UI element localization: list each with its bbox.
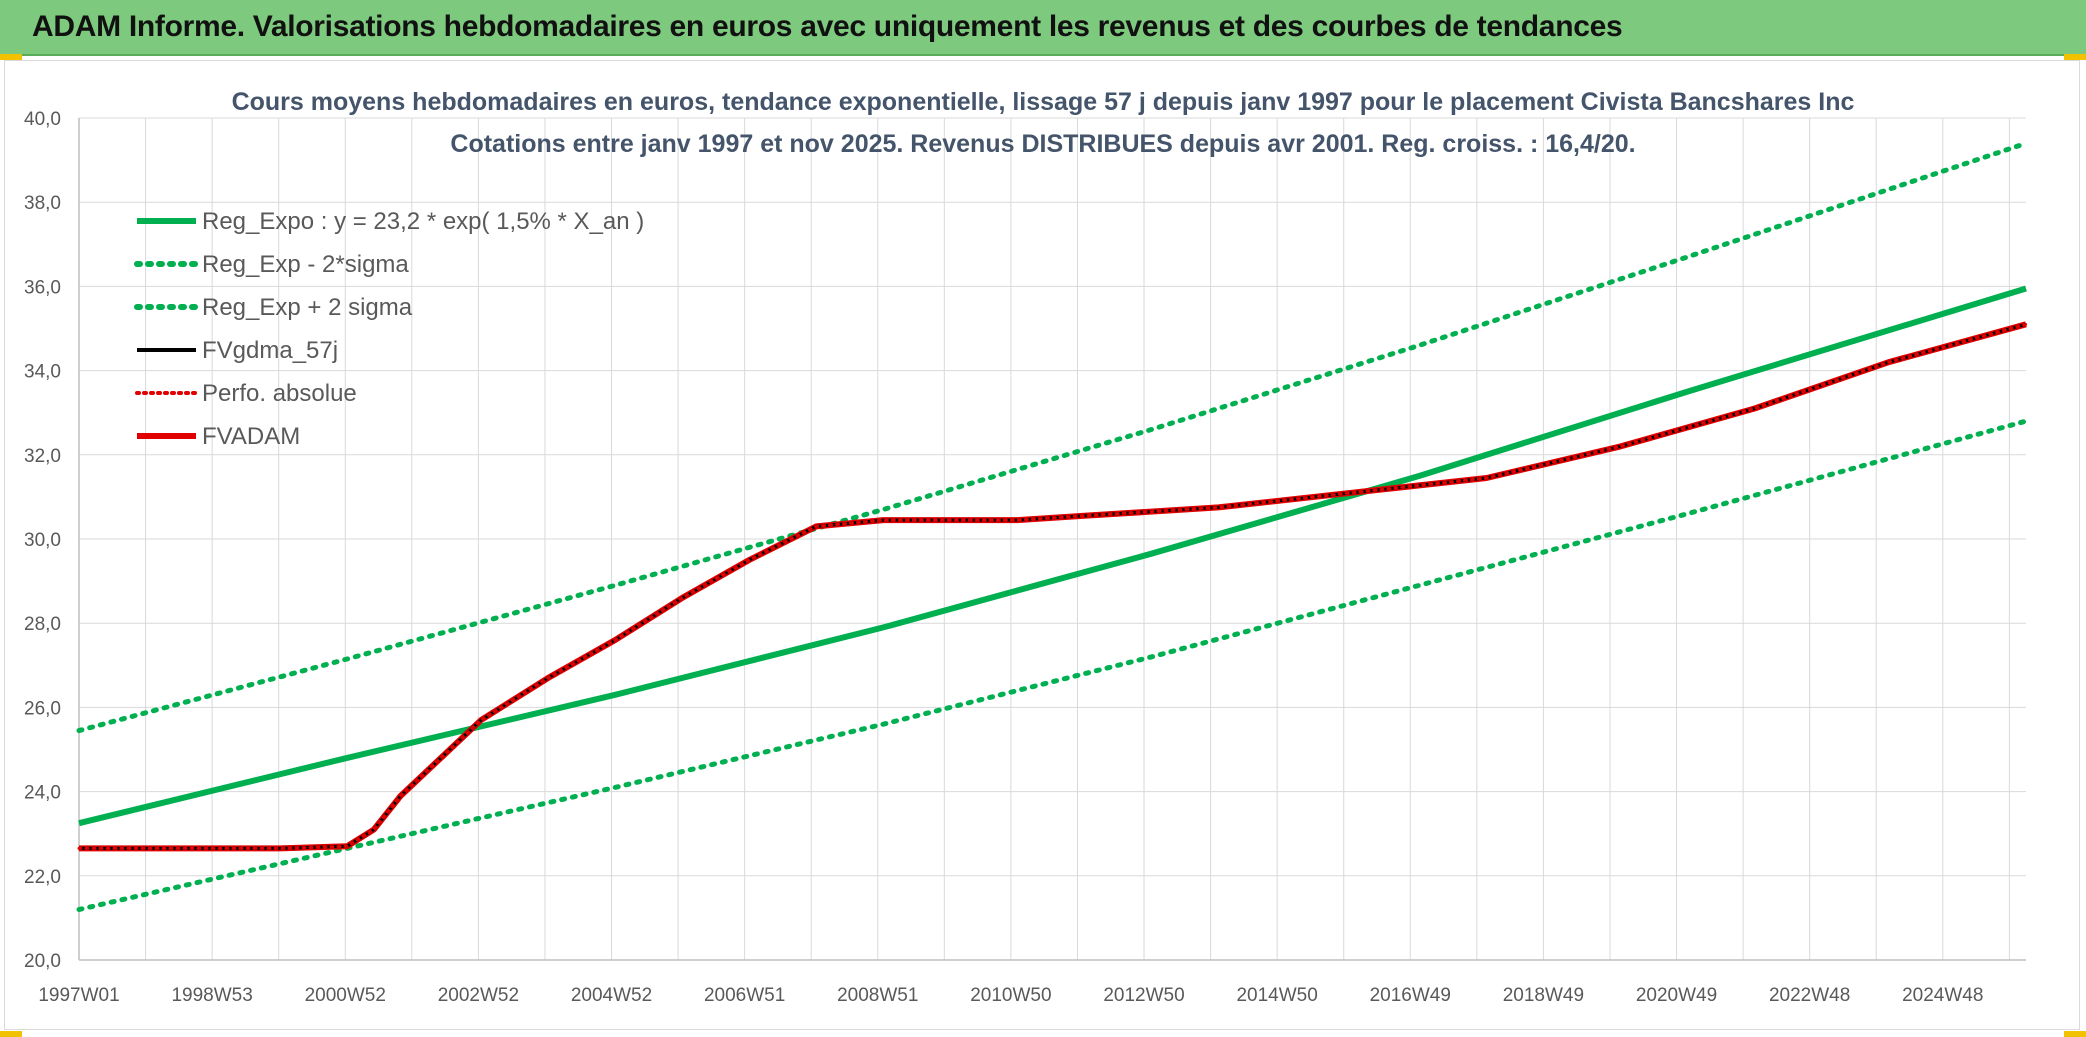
y-tick-label: 20,0 — [24, 951, 61, 972]
legend-label: FVgdma_57j — [202, 337, 338, 364]
y-tick-label: 24,0 — [24, 783, 61, 804]
x-tick-label: 2000W52 — [305, 985, 386, 1006]
x-tick-label: 2002W52 — [438, 985, 519, 1006]
legend-label: Perfo. absolue — [202, 380, 357, 407]
x-tick-label: 2010W50 — [970, 985, 1051, 1006]
corner-marker — [2064, 1031, 2086, 1037]
x-tick-label: 2016W49 — [1370, 985, 1451, 1006]
y-tick-label: 36,0 — [24, 277, 61, 298]
y-tick-label: 38,0 — [24, 193, 61, 214]
corner-marker — [2064, 54, 2086, 60]
x-tick-label: 2020W49 — [1636, 985, 1717, 1006]
legend-label: Reg_Expo : y = 23,2 * exp( 1,5% * X_an ) — [202, 208, 644, 235]
y-tick-label: 28,0 — [24, 614, 61, 635]
x-tick-label: 2022W48 — [1769, 985, 1850, 1006]
series-line-4 — [79, 322, 2027, 850]
report-banner: ADAM Informe. Valorisations hebdomadaire… — [0, 0, 2086, 56]
y-tick-label: 26,0 — [24, 698, 61, 719]
x-tick-label: 2014W50 — [1236, 985, 1317, 1006]
report-title: ADAM Informe. Valorisations hebdomadaire… — [32, 10, 1623, 43]
series-line-3 — [76, 140, 2029, 734]
x-tick-label: 1998W53 — [171, 985, 252, 1006]
x-tick-label: 2008W51 — [837, 985, 918, 1006]
legend-label: Reg_Exp - 2*sigma — [202, 251, 409, 278]
series-layer — [76, 140, 2029, 912]
x-tick-label: 2006W51 — [704, 985, 785, 1006]
series-line-1 — [78, 285, 2027, 827]
x-tick-label: 1997W01 — [38, 985, 119, 1006]
y-tick-label: 30,0 — [24, 530, 61, 551]
y-tick-label: 40,0 — [24, 109, 61, 130]
y-tick-label: 22,0 — [24, 867, 61, 888]
x-tick-label: 2018W49 — [1503, 985, 1584, 1006]
x-tick-label: 2004W52 — [571, 985, 652, 1006]
x-tick-label: 2024W48 — [1902, 985, 1983, 1006]
legend-label: Reg_Exp + 2 sigma — [202, 294, 413, 321]
series-line-5 — [77, 322, 2028, 850]
y-tick-label: 32,0 — [24, 446, 61, 467]
x-tick-label: 2012W50 — [1103, 985, 1184, 1006]
chart-legend: Reg_Expo : y = 23,2 * exp( 1,5% * X_an )… — [134, 208, 644, 450]
chart-title: Cours moyens hebdomadaires en euros, ten… — [231, 88, 1855, 116]
series-line-6 — [79, 321, 2027, 852]
legend-label: FVADAM — [202, 423, 300, 450]
corner-marker — [0, 54, 22, 60]
y-tick-label: 34,0 — [24, 362, 61, 383]
series-line-2 — [76, 418, 2029, 912]
chart-subtitle: Cotations entre janv 1997 et nov 2025. R… — [450, 130, 1636, 158]
chart-frame — [4, 60, 2080, 1030]
corner-marker — [0, 1031, 22, 1037]
axis-layer: 20,0 22,0 24,0 26,0 28,0 30,0 32,0 34,0 36,0 38,0… — [24, 109, 2026, 1006]
